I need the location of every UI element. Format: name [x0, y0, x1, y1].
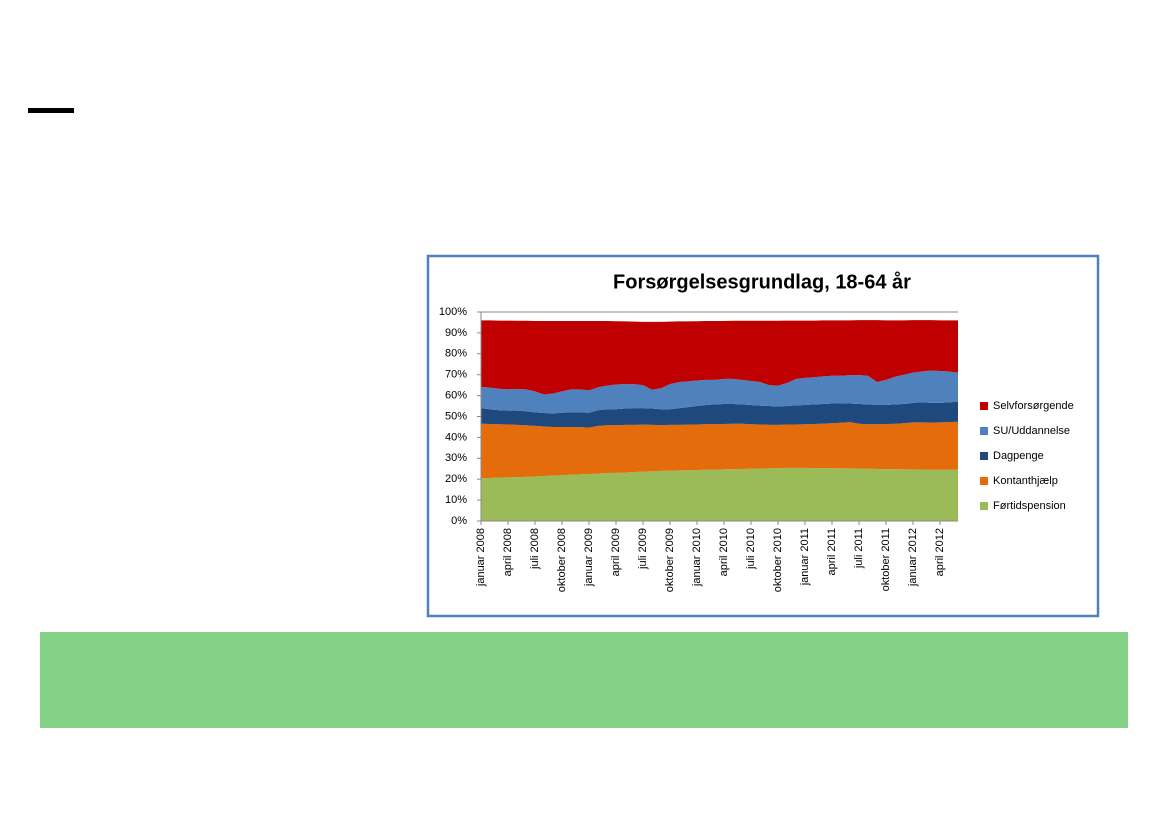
chart-title: Forsørgelsesgrundlag, 18-64 år [613, 270, 911, 293]
y-tick-label: 30% [445, 452, 467, 464]
x-tick-label: juli 2010 [745, 528, 757, 570]
legend-label: SU/Uddannelse [993, 425, 1070, 437]
y-tick-label: 70% [445, 369, 467, 381]
green-banner [40, 632, 1128, 728]
legend-swatch [980, 477, 988, 485]
y-tick-label: 100% [439, 306, 467, 318]
legend-label: Selvforsørgende [993, 400, 1074, 412]
x-tick-label: januar 2010 [691, 528, 703, 587]
y-tick-label: 90% [445, 327, 467, 339]
x-tick-label: januar 2009 [583, 528, 595, 587]
y-tick-label: 0% [451, 515, 467, 527]
y-tick-label: 10% [445, 494, 467, 506]
area [481, 421, 958, 479]
x-tick-label: april 2009 [610, 528, 622, 576]
title-dash [28, 108, 74, 113]
legend-label: Førtidspension [993, 500, 1066, 512]
x-tick-label: april 2011 [826, 528, 838, 576]
x-tick-label: oktober 2008 [556, 528, 568, 592]
x-tick-label: oktober 2011 [880, 528, 892, 591]
y-tick-label: 80% [445, 348, 467, 360]
legend-swatch [980, 452, 988, 460]
legend-swatch [980, 402, 988, 410]
x-tick-label: juli 2011 [853, 528, 865, 569]
area [481, 401, 958, 428]
x-tick-label: oktober 2010 [772, 528, 784, 592]
x-tick-label: januar 2008 [475, 528, 487, 587]
y-tick-label: 50% [445, 410, 467, 422]
area [481, 320, 958, 395]
x-tick-label: april 2010 [718, 528, 730, 576]
x-tick-label: april 2012 [934, 528, 946, 576]
legend-label: Kontanthjælp [993, 475, 1058, 487]
y-tick-label: 60% [445, 390, 467, 402]
x-tick-label: april 2008 [502, 528, 514, 576]
y-tick-label: 40% [445, 431, 467, 443]
legend-swatch [980, 427, 988, 435]
x-tick-label: juli 2009 [637, 528, 649, 570]
x-tick-label: juli 2008 [529, 528, 541, 570]
x-tick-label: oktober 2009 [664, 528, 676, 592]
legend-swatch [980, 502, 988, 510]
legend-label: Dagpenge [993, 450, 1044, 462]
x-tick-label: januar 2012 [907, 528, 919, 587]
y-tick-label: 20% [445, 473, 467, 485]
x-tick-label: januar 2011 [799, 528, 811, 586]
area [481, 370, 958, 414]
area [481, 467, 958, 521]
